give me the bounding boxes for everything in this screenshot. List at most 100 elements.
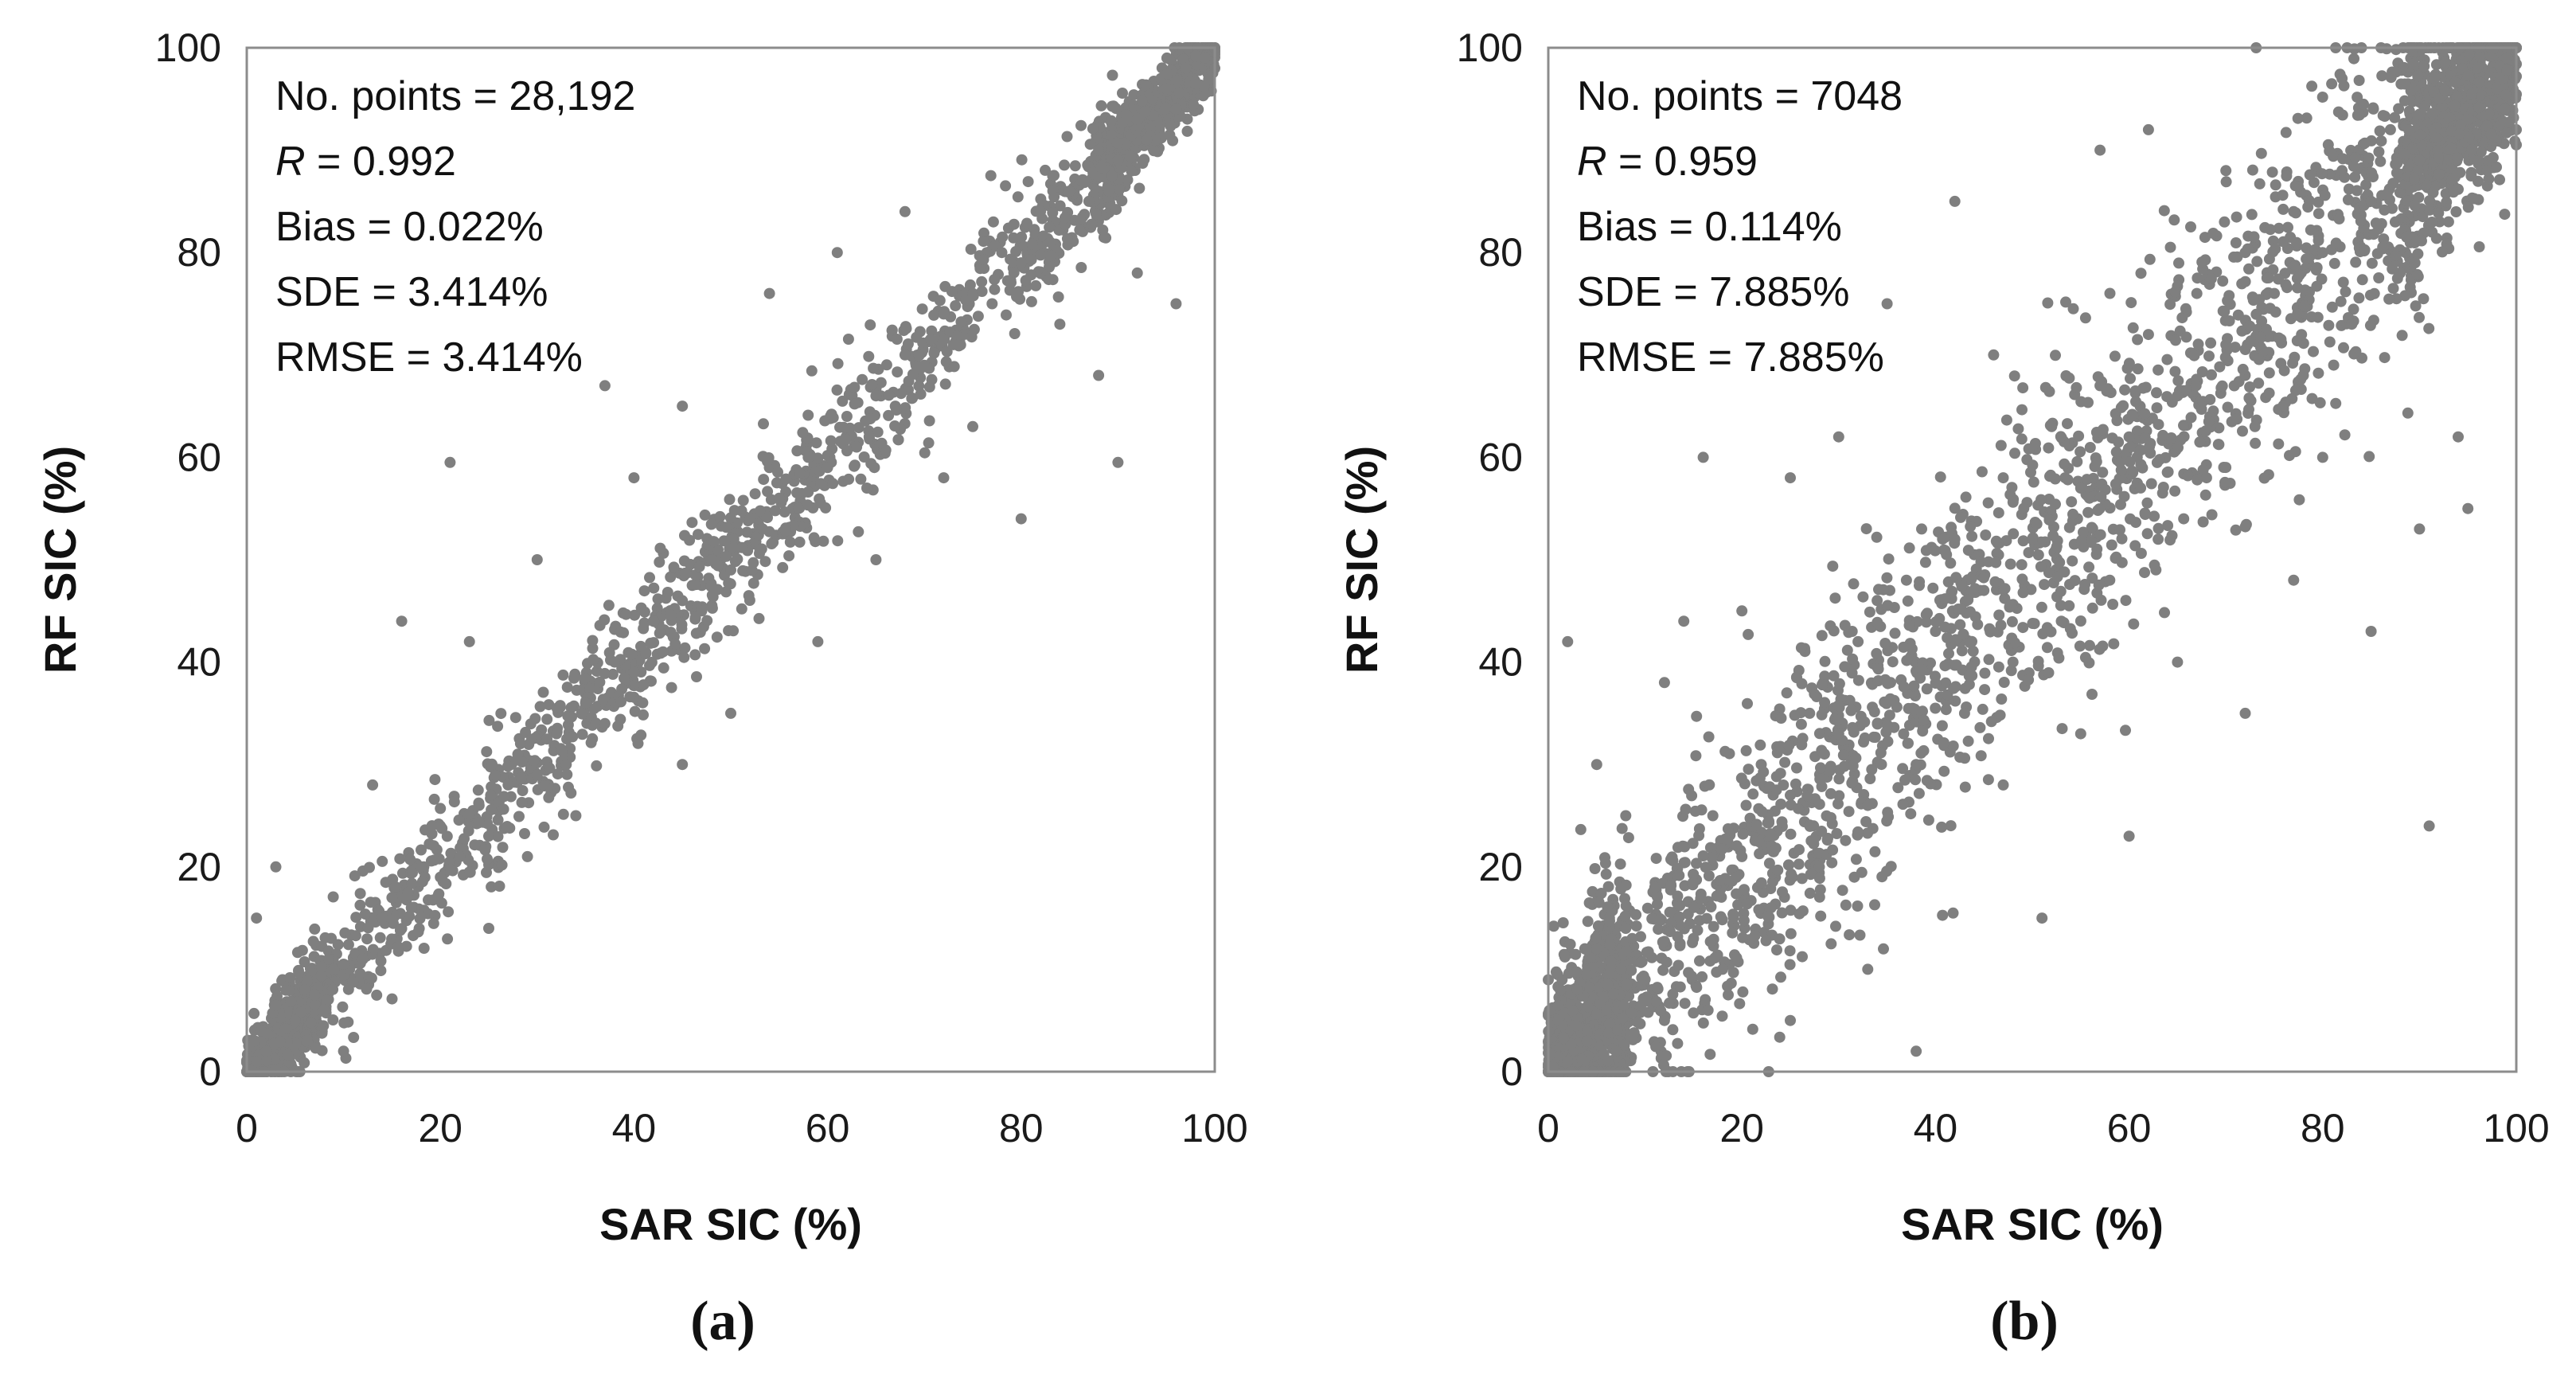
data-point	[955, 316, 967, 328]
data-point	[2290, 236, 2302, 248]
data-point	[1882, 736, 1894, 748]
data-point	[1691, 982, 1703, 994]
data-point	[2273, 222, 2285, 234]
data-point	[2445, 143, 2457, 154]
data-point	[2324, 336, 2336, 348]
data-point	[2169, 365, 2181, 377]
data-point	[2390, 44, 2402, 56]
data-point	[1830, 920, 1841, 932]
data-point	[728, 505, 740, 517]
data-point	[1869, 846, 1881, 857]
data-point	[454, 850, 466, 862]
data-point	[400, 940, 412, 952]
data-point	[1630, 908, 1642, 920]
data-point	[1731, 840, 1743, 852]
data-point	[2381, 188, 2393, 200]
data-point	[747, 577, 759, 589]
data-point	[1859, 716, 1871, 728]
data-point	[2337, 153, 2349, 165]
data-point	[2169, 485, 2181, 497]
data-point	[1165, 120, 1177, 132]
data-point	[2182, 470, 2194, 482]
data-point	[967, 287, 978, 299]
data-point	[1960, 491, 1972, 503]
data-point	[2462, 201, 2474, 213]
data-point	[1043, 274, 1055, 286]
data-point	[2487, 151, 2499, 163]
data-point	[2293, 269, 2305, 281]
data-point	[599, 614, 611, 626]
data-point	[705, 518, 717, 530]
data-point	[1592, 920, 1604, 932]
data-point	[310, 1042, 322, 1054]
data-point	[1655, 1005, 1667, 1017]
y-tick-label: 20	[177, 845, 221, 889]
data-point	[1883, 553, 1895, 565]
data-point	[502, 779, 514, 791]
data-point	[2255, 147, 2267, 159]
data-point	[1815, 762, 1826, 774]
data-point	[1689, 805, 1701, 817]
data-point	[1955, 604, 1967, 615]
data-point	[1754, 739, 1766, 751]
data-point	[1903, 542, 1915, 554]
data-point	[2258, 345, 2270, 357]
data-point	[1804, 820, 1816, 832]
data-point	[2082, 506, 2094, 518]
data-point	[964, 279, 976, 291]
data-point	[279, 1023, 291, 1034]
data-point	[2277, 189, 2289, 201]
data-point	[919, 359, 931, 371]
data-point	[1749, 930, 1761, 942]
data-point	[502, 821, 513, 832]
data-point	[948, 361, 960, 373]
data-point	[513, 811, 525, 822]
data-point	[342, 939, 354, 951]
data-point	[1979, 667, 1991, 679]
data-point	[463, 825, 474, 837]
data-point	[2439, 84, 2451, 96]
data-point	[2266, 166, 2278, 178]
data-point	[1635, 931, 1646, 943]
data-point	[2083, 561, 2095, 573]
data-point	[1035, 205, 1047, 217]
data-point	[1821, 834, 1833, 846]
data-point	[349, 930, 361, 942]
data-point	[1044, 250, 1056, 262]
data-point	[2454, 166, 2466, 178]
data-point	[1021, 217, 1032, 229]
data-point	[463, 635, 475, 647]
data-point	[1706, 852, 1718, 864]
data-point	[1600, 868, 1612, 880]
data-point	[590, 717, 602, 729]
data-point	[2079, 651, 2091, 663]
data-point	[2054, 557, 2066, 568]
data-point	[679, 642, 691, 654]
data-point	[1813, 873, 1825, 885]
data-point	[2060, 296, 2071, 308]
data-point	[1594, 982, 1605, 994]
data-point	[1716, 914, 1728, 926]
data-point	[2086, 602, 2098, 614]
x-tick-labels-a: 0 20 40 60 80 100	[236, 1106, 1248, 1150]
data-point	[1734, 998, 1746, 1010]
data-point	[1881, 572, 1893, 584]
data-point	[1075, 214, 1087, 226]
data-point	[615, 626, 626, 638]
data-point	[1817, 679, 1828, 691]
data-point	[1011, 291, 1022, 303]
data-point	[2063, 600, 2075, 611]
data-point	[2313, 208, 2324, 220]
data-point	[2214, 361, 2226, 373]
data-point	[755, 505, 766, 517]
data-point	[429, 774, 441, 786]
data-point	[2119, 384, 2131, 396]
data-point	[1793, 858, 1805, 870]
data-point	[1008, 218, 1020, 230]
data-point	[1010, 246, 1022, 257]
data-point	[495, 708, 507, 720]
data-point	[365, 972, 377, 984]
data-point	[872, 426, 884, 438]
data-point	[1804, 887, 1816, 899]
data-point	[1722, 980, 1734, 992]
